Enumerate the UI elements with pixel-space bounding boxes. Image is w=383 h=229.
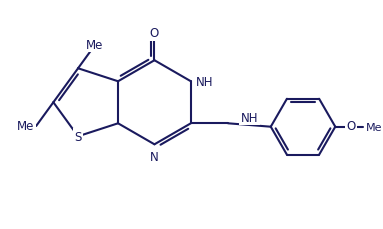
Text: NH: NH	[241, 111, 258, 124]
Text: NH: NH	[196, 75, 213, 88]
Text: Me: Me	[85, 38, 103, 52]
Text: O: O	[346, 120, 355, 133]
Text: S: S	[74, 130, 82, 143]
Text: Me: Me	[17, 120, 34, 133]
Text: N: N	[150, 150, 159, 164]
Text: Me: Me	[366, 122, 382, 132]
Text: O: O	[150, 27, 159, 40]
